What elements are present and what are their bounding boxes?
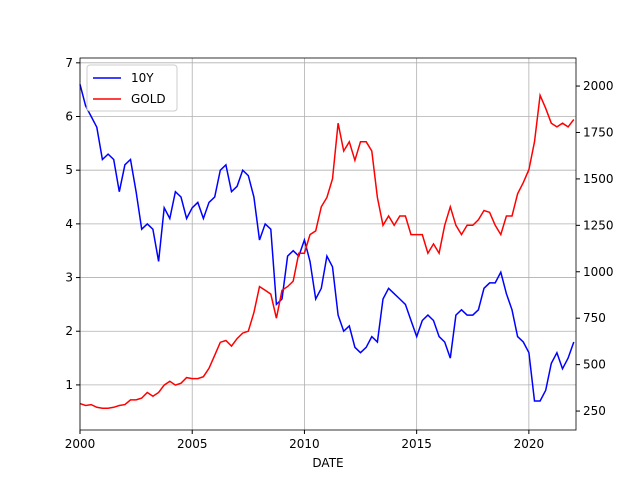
y-tick-label: 7	[65, 56, 73, 70]
x-tick-label: 2015	[401, 437, 432, 451]
x-tick-label: 2005	[177, 437, 208, 451]
y-tick-label: 2	[65, 324, 73, 338]
y2-tick-label: 1250	[583, 218, 614, 232]
legend-label: GOLD	[131, 92, 166, 106]
y-tick-label: 4	[65, 217, 73, 231]
y-tick-label: 3	[65, 271, 73, 285]
y2-tick-label: 1500	[583, 172, 614, 186]
series-line	[79, 84, 575, 402]
y2-tick-label: 500	[583, 358, 606, 372]
y2-tick-label: 250	[583, 404, 606, 418]
y-tick-label: 5	[65, 163, 73, 177]
x-tick-label: 2020	[514, 437, 545, 451]
y-tick-label: 1	[65, 378, 73, 392]
y2-tick-label: 1000	[583, 265, 614, 279]
series-line	[79, 92, 575, 410]
plot-frame	[79, 57, 577, 431]
y2-tick-label: 750	[583, 311, 606, 325]
y2-tick-label: 1750	[583, 125, 614, 139]
y-tick-label: 6	[65, 110, 73, 124]
legend-label: 10Y	[131, 71, 154, 85]
x-axis-label: DATE	[312, 456, 343, 470]
y2-tick-label: 2000	[583, 79, 614, 93]
x-tick-label: 2000	[65, 437, 96, 451]
x-tick-label: 2010	[289, 437, 320, 451]
